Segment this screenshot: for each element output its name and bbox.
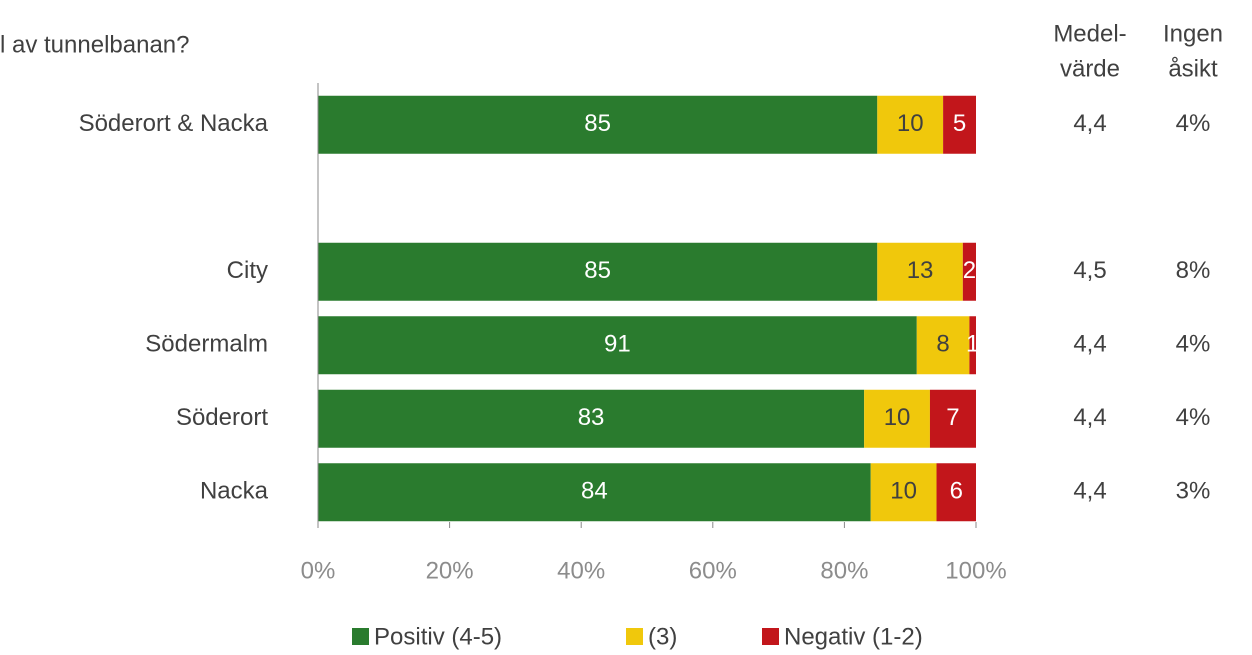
- bar-segment: [318, 463, 871, 522]
- data-label: 84: [581, 478, 608, 505]
- x-tick-label: 100%: [945, 557, 1006, 584]
- y-tick-label: Södermalm: [145, 331, 268, 358]
- y-tick-label: City: [227, 257, 268, 284]
- column-header: värde: [1060, 55, 1120, 82]
- data-label: 5: [953, 110, 966, 137]
- side-value: 3%: [1176, 478, 1211, 505]
- chart-title: l av tunnelbanan?: [0, 31, 190, 58]
- y-tick-label: Nacka: [200, 478, 269, 505]
- bar-segment: [943, 95, 976, 154]
- data-label: 1: [966, 331, 979, 358]
- side-value: 4,4: [1073, 110, 1106, 137]
- bar-segment: [877, 95, 944, 154]
- bar-segment: [929, 389, 976, 448]
- x-tick-label: 20%: [426, 557, 474, 584]
- data-label: 10: [890, 478, 917, 505]
- column-header: Medel-: [1053, 20, 1126, 47]
- bar-segment: [318, 95, 878, 154]
- data-label: 7: [946, 404, 959, 431]
- legend-swatch: [762, 628, 779, 645]
- bar-segment: [864, 389, 930, 448]
- data-label: 10: [884, 404, 911, 431]
- data-label: 85: [584, 110, 611, 137]
- bar-segment: [318, 316, 917, 375]
- legend-swatch: [352, 628, 369, 645]
- data-label: 2: [963, 257, 976, 284]
- column-header: Ingen: [1163, 20, 1223, 47]
- data-label: 85: [584, 257, 611, 284]
- side-value: 4%: [1176, 110, 1211, 137]
- legend-label: Negativ (1-2): [784, 623, 923, 650]
- side-value: 4%: [1176, 331, 1211, 358]
- data-label: 8: [936, 331, 949, 358]
- x-tick-label: 60%: [689, 557, 737, 584]
- side-value: 4,4: [1073, 404, 1106, 431]
- y-tick-label: Söderort: [176, 404, 268, 431]
- legend-label: (3): [648, 623, 677, 650]
- data-label: 6: [950, 478, 963, 505]
- side-value: 4,5: [1073, 257, 1106, 284]
- data-label: 91: [604, 331, 631, 358]
- data-label: 13: [907, 257, 934, 284]
- x-tick-label: 80%: [820, 557, 868, 584]
- bar-segment: [916, 316, 970, 375]
- side-value: 4%: [1176, 404, 1211, 431]
- bar-segment: [936, 463, 976, 522]
- x-tick-label: 0%: [301, 557, 336, 584]
- data-label: 10: [897, 110, 924, 137]
- bar-segment: [318, 389, 865, 448]
- bar-segment: [962, 242, 976, 301]
- side-value: 4,4: [1073, 478, 1106, 505]
- data-label: 83: [578, 404, 605, 431]
- bar-segment: [877, 242, 963, 301]
- side-value: 8%: [1176, 257, 1211, 284]
- legend-label: Positiv (4-5): [374, 623, 502, 650]
- column-header: åsikt: [1168, 55, 1218, 82]
- bar-segment: [870, 463, 937, 522]
- x-tick-label: 40%: [557, 557, 605, 584]
- side-value: 4,4: [1073, 331, 1106, 358]
- y-tick-label: Söderort & Nacka: [79, 110, 269, 137]
- legend-swatch: [626, 628, 643, 645]
- bar-segment: [318, 242, 878, 301]
- bar-segment: [969, 316, 976, 375]
